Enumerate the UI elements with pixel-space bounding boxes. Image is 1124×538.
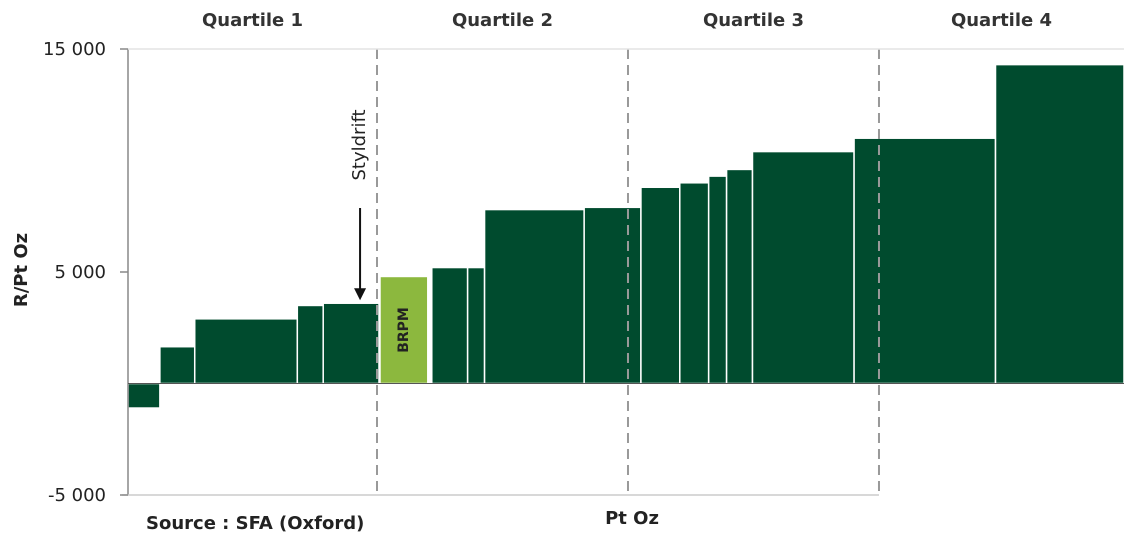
bar-segment [483, 208, 585, 385]
quartile-label: Quartile 3 [703, 10, 804, 31]
bar-segment [296, 304, 324, 385]
y-tick-label: 5 000 [54, 262, 106, 283]
quartile-labels: Quartile 1 Quartile 2 Quartile 3 Quartile 4 [202, 10, 1052, 31]
source-label: Source : SFA (Oxford) [146, 513, 364, 534]
bar-segment [159, 345, 196, 385]
bar-segment [994, 63, 1124, 385]
bar-label-brpm: BRPM [396, 307, 412, 353]
axis-layer [122, 48, 1124, 496]
bar-segment [640, 186, 681, 385]
quartile-label: Quartile 4 [951, 10, 1052, 31]
y-tick-label: -5 000 [48, 485, 106, 506]
bar-segment [725, 168, 754, 385]
bar-segment [322, 302, 380, 385]
annotation-arrow-head [354, 288, 367, 301]
quartile-dividers [376, 49, 880, 495]
bar-segment [751, 150, 855, 385]
quartile-label: Quartile 1 [202, 10, 303, 31]
bar-segment [853, 137, 997, 385]
bar-segment [127, 382, 161, 409]
y-ticks: 15 000 5 000 -5 000 [43, 39, 128, 506]
bar-segment [583, 206, 642, 385]
bars-layer: BRPM [127, 63, 1124, 409]
y-axis-title: R/Pt Oz [11, 233, 32, 307]
annotation-label: Styldrift [349, 109, 370, 180]
x-axis-title: Pt Oz [605, 508, 659, 529]
bar-segment [431, 266, 469, 385]
bar-segment [707, 175, 728, 385]
bar-segment [679, 182, 710, 385]
bar-segment [466, 266, 486, 385]
annotation-styldrift: Styldrift [349, 109, 370, 301]
bar-brpm [379, 275, 429, 385]
bar-segment [193, 318, 299, 385]
quartile-label: Quartile 2 [452, 10, 553, 31]
y-tick-label: 15 000 [43, 39, 106, 60]
